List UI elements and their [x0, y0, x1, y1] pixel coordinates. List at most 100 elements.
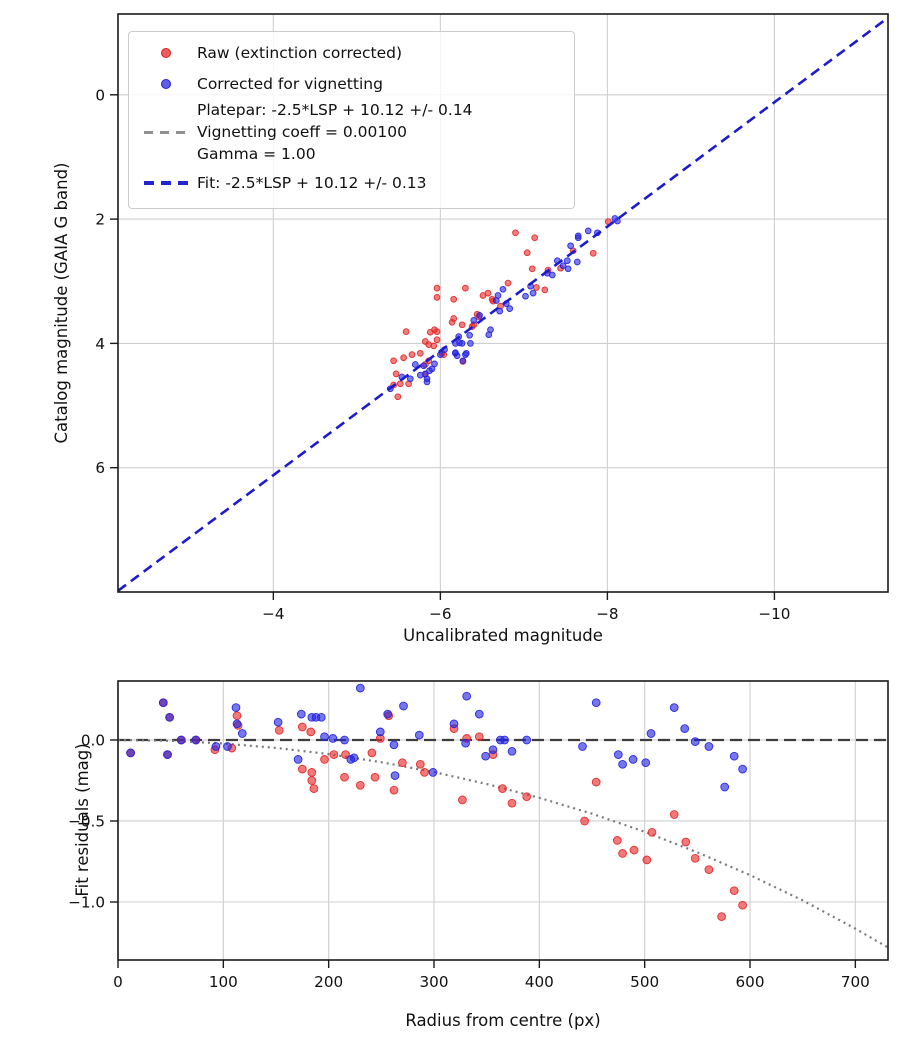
- data-point: [618, 759, 627, 769]
- x-tick-label: 600: [736, 973, 765, 991]
- data-point: [529, 289, 537, 297]
- data-point: [320, 755, 329, 764]
- data-point: [306, 727, 316, 737]
- data-point: [420, 768, 429, 777]
- data-point: [328, 734, 338, 743]
- data-point: [399, 701, 408, 711]
- bottom-plot-xlabel: Radius from centre (px): [405, 1011, 600, 1030]
- x-tick-label: 300: [420, 973, 449, 991]
- data-point: [479, 292, 487, 299]
- legend-marker-cell: [135, 47, 197, 58]
- data-point: [512, 229, 519, 237]
- data-point: [496, 307, 504, 315]
- data-point: [450, 295, 458, 303]
- data-point: [176, 735, 186, 745]
- legend-item-platepar: Platepar: -2.5*LSP + 10.12 +/- 0.14 Vign…: [135, 99, 566, 165]
- data-point: [341, 750, 350, 759]
- top-plot: −4 −6 −8 −10 0 2 4 6: [95, 13, 889, 623]
- data-point: [237, 729, 247, 738]
- data-point: [470, 317, 478, 324]
- data-point: [307, 768, 317, 777]
- data-point: [231, 703, 241, 712]
- platepar-line-1: Platepar: -2.5*LSP + 10.12 +/- 0.14: [197, 101, 473, 119]
- data-point: [618, 849, 627, 858]
- legend: Raw (extinction corrected) Corrected for…: [128, 31, 575, 209]
- data-point: [704, 865, 714, 874]
- raw-dot-icon: [161, 47, 171, 58]
- data-point: [433, 336, 441, 344]
- data-point: [567, 242, 574, 250]
- bottom-plot-ylabel: Fit residuals (mag): [73, 743, 92, 896]
- data-point: [729, 886, 739, 896]
- x-tick-label: −4: [262, 605, 284, 623]
- data-point: [504, 279, 512, 287]
- data-point: [522, 735, 532, 745]
- data-point: [522, 292, 529, 300]
- data-point: [309, 784, 319, 793]
- fit-dash-icon: [144, 181, 188, 185]
- data-point: [340, 735, 349, 745]
- data-point: [428, 768, 438, 777]
- data-point: [163, 750, 172, 759]
- data-point: [580, 816, 589, 826]
- data-point: [232, 719, 242, 729]
- legend-marker-cell: [135, 78, 197, 89]
- x-tick-label: −6: [429, 605, 451, 623]
- data-point: [641, 758, 651, 768]
- data-point: [466, 331, 473, 339]
- top-plot-xlabel: Uncalibrated magnitude: [403, 626, 603, 645]
- x-tick-label: 400: [525, 973, 554, 991]
- data-point: [717, 912, 726, 921]
- data-point: [307, 776, 317, 785]
- data-point: [738, 900, 747, 910]
- data-point: [628, 755, 638, 764]
- data-point: [459, 357, 467, 365]
- x-tick-label: 200: [314, 973, 343, 991]
- data-point: [485, 331, 493, 339]
- data-point: [461, 738, 470, 748]
- data-point: [462, 351, 469, 358]
- data-point: [423, 378, 431, 386]
- data-point: [223, 742, 232, 751]
- data-point: [690, 737, 700, 746]
- legend-label-corrected: Corrected for vignetting: [197, 74, 383, 93]
- legend-item-corrected: Corrected for vignetting: [135, 68, 566, 99]
- data-point: [564, 265, 572, 273]
- data-point: [400, 354, 407, 362]
- data-point: [449, 719, 459, 729]
- data-point: [492, 297, 500, 304]
- data-point: [349, 753, 359, 763]
- data-point: [355, 780, 365, 790]
- data-point: [411, 361, 419, 368]
- data-point: [559, 262, 567, 270]
- data-point: [680, 724, 690, 733]
- data-point: [720, 782, 730, 792]
- data-point: [563, 257, 571, 265]
- data-point: [681, 837, 691, 847]
- data-point: [320, 732, 329, 742]
- y-tick-label: −1.0: [68, 893, 105, 911]
- data-point: [611, 215, 619, 222]
- data-point: [646, 729, 656, 738]
- data-point: [541, 286, 549, 294]
- x-tick-label: 700: [841, 973, 870, 991]
- data-point: [488, 745, 498, 755]
- data-point: [738, 764, 747, 774]
- data-point: [296, 709, 306, 719]
- data-point: [416, 349, 424, 357]
- data-point: [507, 746, 517, 756]
- data-point: [452, 349, 459, 357]
- data-point: [729, 751, 739, 761]
- data-point: [406, 375, 414, 383]
- data-point: [669, 703, 679, 712]
- data-point: [232, 711, 242, 721]
- data-point: [126, 748, 135, 758]
- data-point: [474, 732, 484, 742]
- legend-label-raw: Raw (extinction corrected): [197, 43, 403, 62]
- top-plot-ylabel: Catalog magnitude (GAIA G band): [52, 163, 71, 444]
- data-point: [498, 784, 507, 793]
- data-point: [500, 735, 509, 745]
- bottom-plot: 0 100 200 300 400 500 600 700 0.0 −0.5 −1.0: [68, 680, 889, 991]
- data-point: [629, 845, 639, 855]
